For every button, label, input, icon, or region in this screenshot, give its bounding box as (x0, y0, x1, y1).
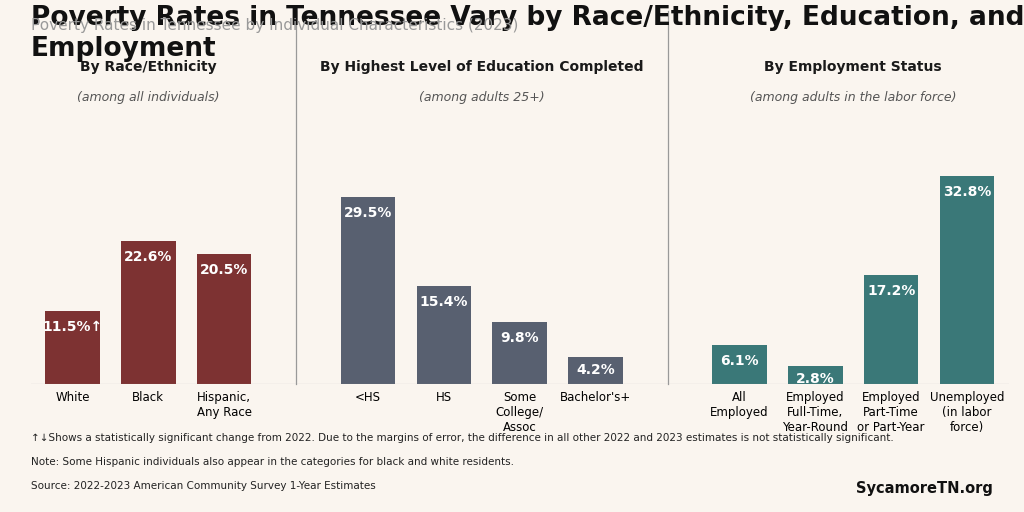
Bar (341, 197, 395, 384)
Bar (713, 346, 767, 384)
Text: Note: Some Hispanic individuals also appear in the categories for black and whit: Note: Some Hispanic individuals also app… (31, 457, 514, 467)
Text: 11.5%↑: 11.5%↑ (42, 320, 102, 334)
Bar (493, 322, 547, 384)
Text: 17.2%: 17.2% (867, 284, 915, 298)
Text: ↑↓Shows a statistically significant change from 2022. Due to the margins of erro: ↑↓Shows a statistically significant chan… (31, 433, 894, 443)
Bar (197, 254, 251, 384)
Text: Poverty Rates in Tennessee by Individual Characteristics (2023): Poverty Rates in Tennessee by Individual… (31, 18, 518, 33)
Text: 6.1%: 6.1% (720, 354, 759, 368)
Bar (788, 366, 843, 384)
Text: (among adults 25+): (among adults 25+) (419, 91, 545, 104)
Text: Poverty Rates in Tennessee Vary by Race/Ethnicity, Education, and
Employment: Poverty Rates in Tennessee Vary by Race/… (31, 5, 1024, 62)
Text: 15.4%: 15.4% (420, 295, 468, 309)
Text: 20.5%: 20.5% (200, 263, 248, 277)
Text: 29.5%: 29.5% (344, 206, 392, 220)
Text: By Highest Level of Education Completed: By Highest Level of Education Completed (321, 60, 643, 74)
Bar (417, 287, 471, 384)
Bar (568, 357, 623, 384)
Text: 32.8%: 32.8% (943, 185, 991, 199)
Text: 2.8%: 2.8% (796, 372, 835, 386)
Bar (864, 275, 919, 384)
Text: SycamoreTN.org: SycamoreTN.org (856, 481, 993, 496)
Bar (121, 241, 175, 384)
Text: 4.2%: 4.2% (577, 363, 614, 377)
Bar (45, 311, 99, 384)
Text: 9.8%: 9.8% (501, 331, 539, 345)
Text: (among adults in the labor force): (among adults in the labor force) (750, 91, 956, 104)
Text: 22.6%: 22.6% (124, 250, 172, 264)
Text: Source: 2022-2023 American Community Survey 1-Year Estimates: Source: 2022-2023 American Community Sur… (31, 481, 376, 491)
Bar (940, 176, 994, 384)
Text: By Employment Status: By Employment Status (765, 60, 942, 74)
Text: (among all individuals): (among all individuals) (77, 91, 219, 104)
Text: By Race/Ethnicity: By Race/Ethnicity (80, 60, 216, 74)
